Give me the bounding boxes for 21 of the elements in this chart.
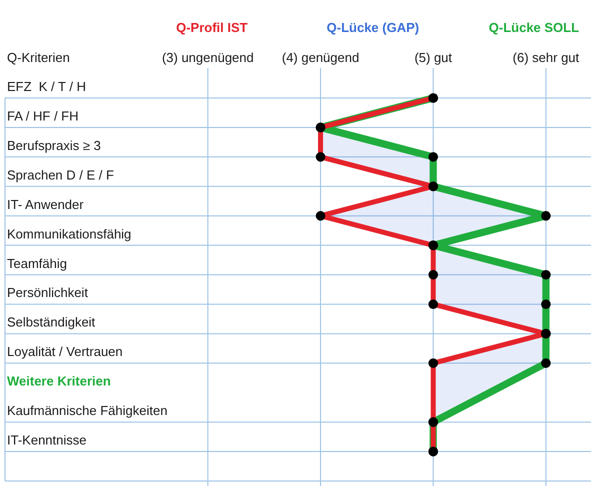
y-tick-label: FA / HF / FH — [7, 108, 79, 124]
x-tick-label: (4) genügend — [282, 50, 360, 65]
y-axis-title: Q-Kriterien — [7, 50, 70, 65]
text: Q-Lücke SOLL — [488, 20, 580, 35]
y-tick-label: EFZ K / T / H — [7, 79, 86, 94]
x-tick-label: (5) gut — [414, 50, 452, 65]
x-tick-label: (3) ungenügend — [162, 50, 254, 65]
y-tick-label: Selbständigkeit — [7, 314, 96, 330]
y-tick-label: Berufspraxis ≥ 3 — [7, 138, 101, 153]
x-tick-label: (6) sehr gut — [512, 50, 580, 65]
y-tick-label: Persönlichkeit — [7, 285, 88, 300]
y-tick-label: Kaufmännische Fähigkeiten — [7, 403, 168, 418]
y-tick-label: IT- Anwender — [7, 196, 84, 212]
text: Q-Profil IST — [176, 20, 248, 35]
y-tick-label: Kommunikationsfähig — [7, 226, 132, 242]
y-tick-label: Loyalität / Vertrauen — [7, 344, 123, 360]
y-tick-label: IT-Kenntnisse — [7, 432, 86, 448]
y-tick-label: Weitere Kriterien — [7, 374, 111, 389]
y-tick-label: Teamfähig — [7, 256, 67, 271]
y-tick-label: Sprachen D / E / F — [7, 167, 114, 182]
legend-label: Q-Lücke (GAP) — [326, 20, 420, 35]
